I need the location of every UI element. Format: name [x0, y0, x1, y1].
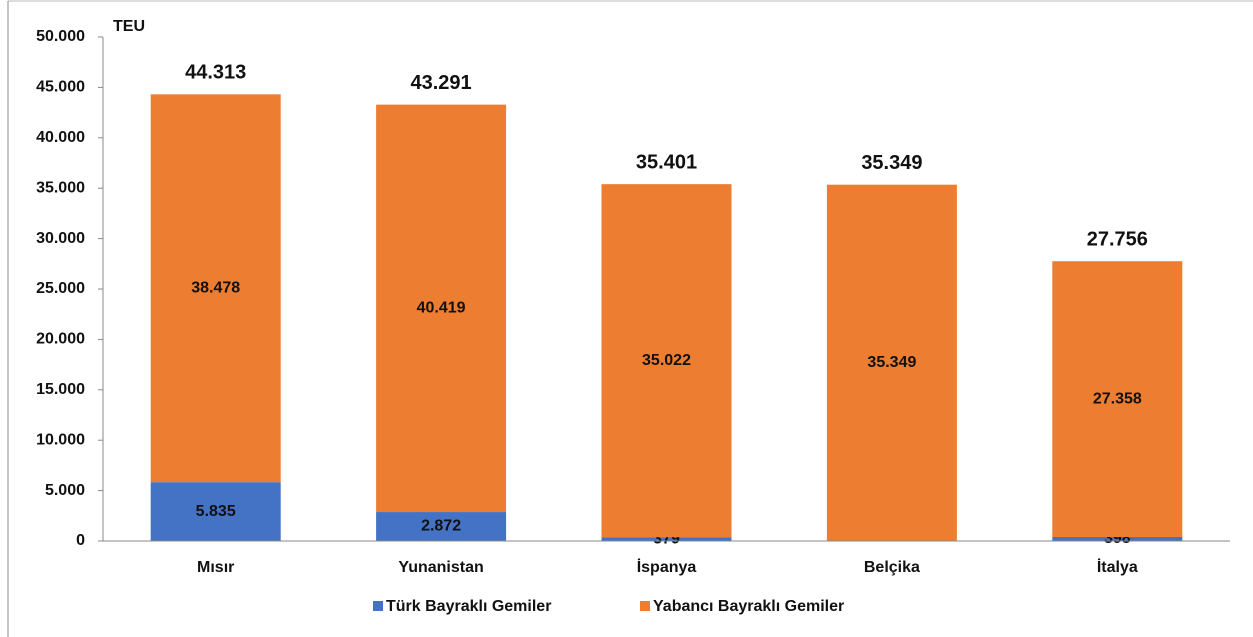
bar-segment: [376, 104, 507, 513]
bar-segment: [826, 184, 957, 542]
x-tick-label: Mısır: [197, 559, 234, 576]
y-tick-label: 5.000: [45, 482, 85, 499]
total-label: 44.313: [185, 62, 246, 84]
y-axis-label: TEU: [113, 18, 145, 35]
x-tick-label: Yunanistan: [398, 559, 483, 576]
legend-label: Türk Bayraklı Gemiler: [386, 598, 551, 615]
bar-segment: [1052, 536, 1183, 541]
y-tick-label: 20.000: [36, 331, 85, 348]
data-label: 2.872: [421, 518, 461, 535]
y-tick-label: 35.000: [36, 179, 85, 196]
data-label: 35.349: [867, 354, 916, 371]
legend-label: Yabancı Bayraklı Gemiler: [653, 598, 844, 615]
bar-segment: [1052, 261, 1183, 537]
bar-segment: [601, 184, 732, 538]
bar-segment: [376, 512, 507, 541]
total-label: 35.349: [861, 152, 922, 174]
total-label: 43.291: [411, 72, 472, 94]
data-label: 38.478: [191, 279, 240, 296]
total-label: 27.756: [1087, 229, 1148, 251]
data-label: 40.419: [417, 300, 466, 317]
y-tick-label: 45.000: [36, 79, 85, 96]
data-label: 27.358: [1093, 390, 1142, 407]
bar-segment: [150, 482, 281, 541]
y-tick-label: 0: [76, 532, 85, 549]
x-tick-label: İspanya: [637, 558, 697, 576]
y-tick-label: 50.000: [36, 28, 85, 45]
y-tick-label: 10.000: [36, 431, 85, 448]
data-label: 35.022: [642, 352, 691, 369]
data-label: 5.835: [196, 503, 236, 520]
bar-segment: [601, 537, 732, 541]
x-tick-label: İtalya: [1097, 558, 1138, 576]
legend-swatch: [640, 601, 650, 611]
legend-swatch: [373, 601, 383, 611]
y-tick-label: 30.000: [36, 230, 85, 247]
total-label: 35.401: [636, 151, 697, 173]
y-tick-label: 15.000: [36, 381, 85, 398]
y-tick-label: 40.000: [36, 129, 85, 146]
bar-segment: [150, 94, 281, 483]
y-tick-label: 25.000: [36, 280, 85, 297]
x-tick-label: Belçika: [864, 559, 920, 576]
